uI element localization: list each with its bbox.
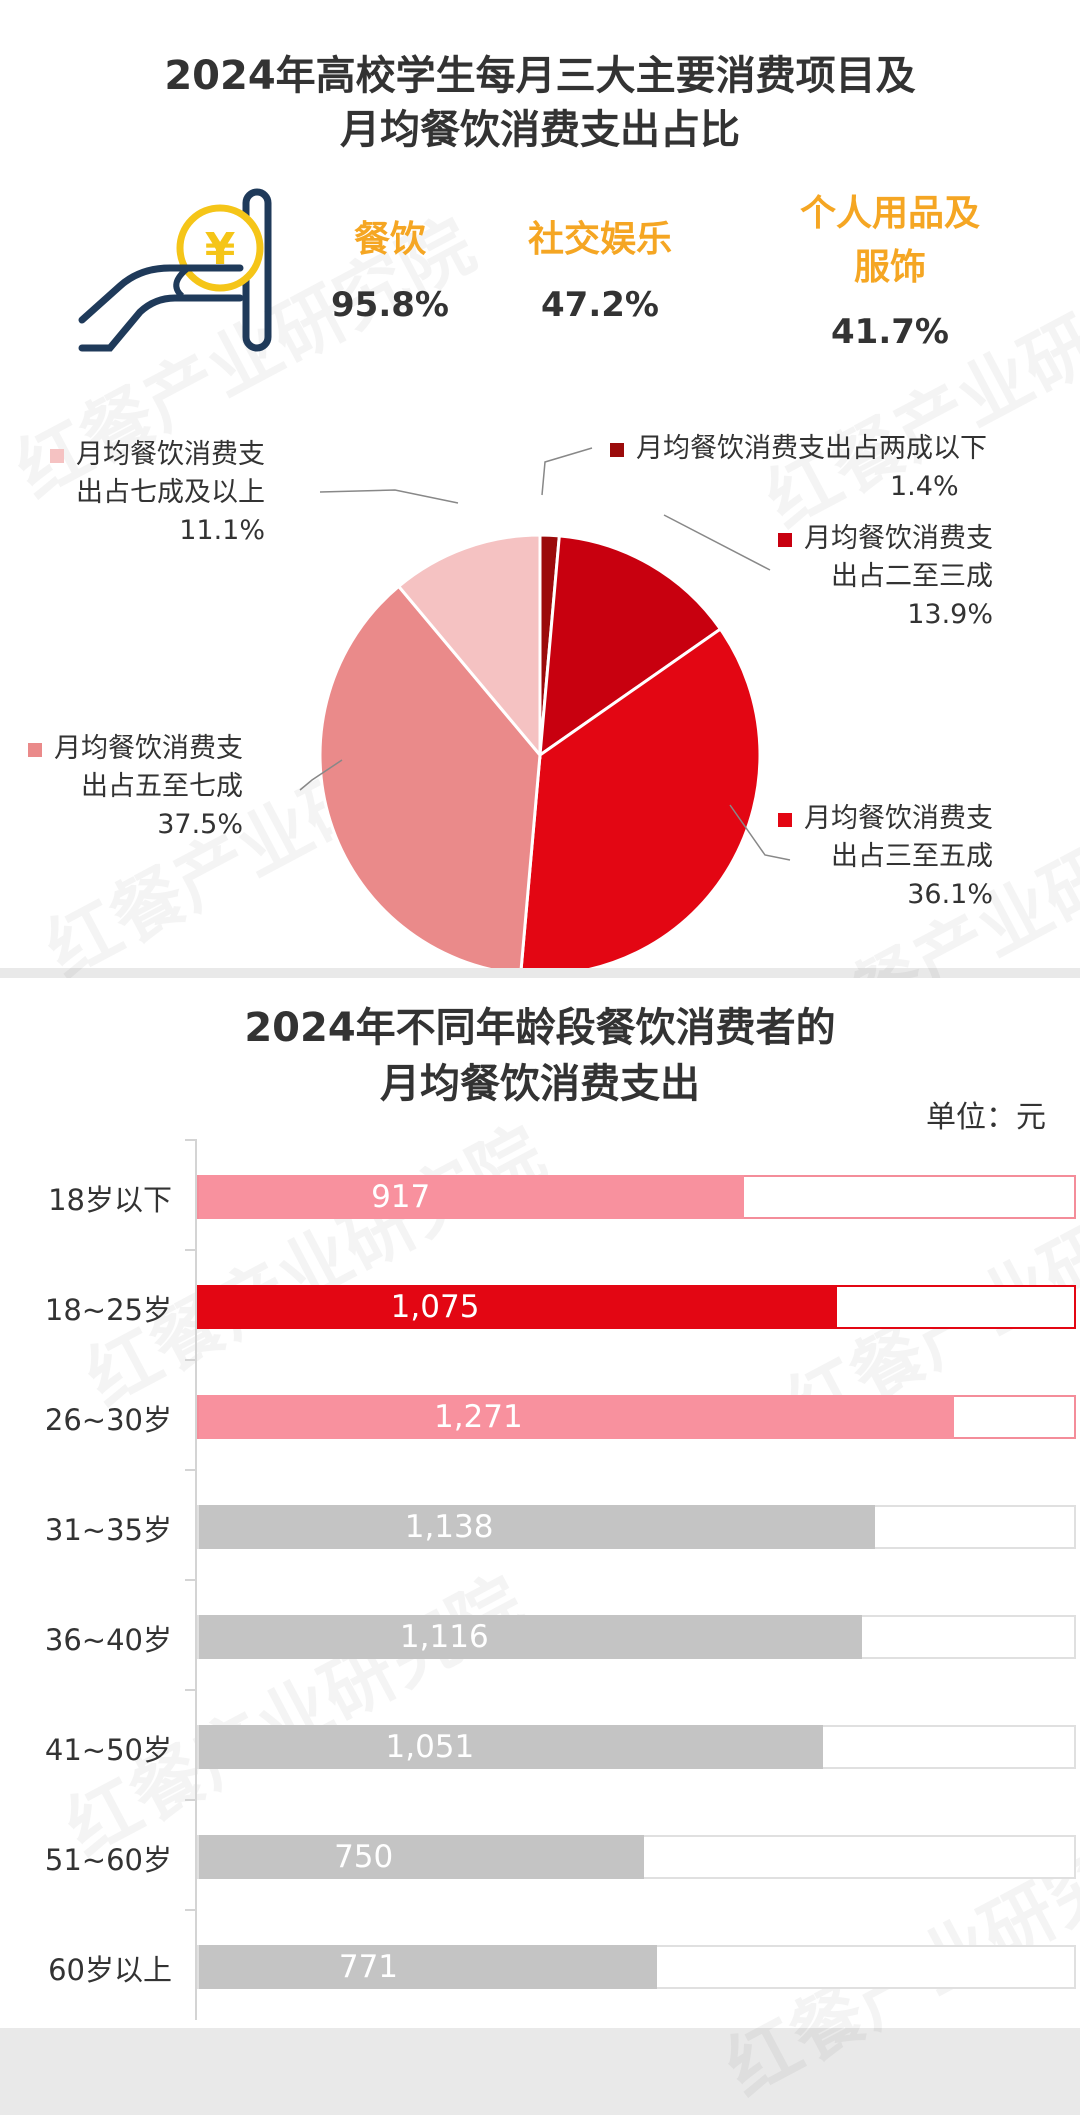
bar-track: 917 <box>197 1175 1076 1219</box>
pie-label-value: 1.4% <box>610 468 987 506</box>
axis-tick <box>185 1139 197 1141</box>
bar-category-label: 18~25岁 <box>0 1287 172 1329</box>
axis-tick <box>185 1579 197 1581</box>
pie-label-text: 月均餐饮消费支 <box>804 523 993 554</box>
bar-track: 1,138 <box>197 1505 1076 1549</box>
pie-label-30-50: 月均餐饮消费支 出占三至五成 36.1% <box>778 800 993 914</box>
bar: 1,075 <box>199 1285 837 1329</box>
bar: 1,051 <box>199 1725 823 1769</box>
bar: 917 <box>199 1175 744 1219</box>
unit-label: 单位：元 <box>926 1092 1046 1136</box>
bar-track: 1,271 <box>197 1395 1076 1439</box>
bar-title-line1: 2024年不同年龄段餐饮消费者的 <box>0 1002 1080 1054</box>
pie-label-20-30: 月均餐饮消费支 出占二至三成 13.9% <box>778 520 993 634</box>
bar-category-label: 36~40岁 <box>0 1617 172 1659</box>
bar: 750 <box>199 1835 644 1879</box>
axis-tick <box>185 1909 197 1911</box>
bar-value-label: 771 <box>199 1945 538 1989</box>
bar: 1,271 <box>199 1395 954 1439</box>
bar-value-label: 1,116 <box>199 1615 690 1659</box>
bar-title-line2: 月均餐饮消费支出 <box>0 1058 1080 1110</box>
pie-label-text: 月均餐饮消费支出占两成以下 <box>636 433 987 464</box>
legend-swatch <box>778 813 792 827</box>
pie-label-value: 13.9% <box>778 596 993 634</box>
bar-value-label: 1,138 <box>199 1505 699 1549</box>
watermark: 红餐产业研究院 <box>45 1546 539 1875</box>
axis-tick <box>185 1359 197 1361</box>
leader-line <box>320 490 458 503</box>
legend-swatch <box>778 533 792 547</box>
pie-label-above-70: 月均餐饮消费支 出占七成及以上 11.1% <box>50 436 265 550</box>
bar-value-label: 750 <box>199 1835 528 1879</box>
bar-category-label: 60岁以上 <box>0 1947 172 1989</box>
pie-label-text: 出占三至五成 <box>778 838 993 876</box>
axis-tick <box>185 1249 197 1251</box>
bar-track: 1,116 <box>197 1615 1076 1659</box>
leader-line <box>542 448 592 495</box>
legend-swatch <box>28 743 42 757</box>
bar-track: 750 <box>197 1835 1076 1879</box>
pie-label-50-70: 月均餐饮消费支 出占五至七成 37.5% <box>28 730 243 844</box>
bar: 771 <box>199 1945 657 1989</box>
bar-category-label: 41~50岁 <box>0 1727 172 1769</box>
bar-category-label: 31~35岁 <box>0 1507 172 1549</box>
pie-label-value: 37.5% <box>28 806 243 844</box>
bar-category-label: 26~30岁 <box>0 1397 172 1439</box>
pie-label-text: 出占七成及以上 <box>50 474 265 512</box>
pie-label-value: 11.1% <box>50 512 265 550</box>
bar-track: 1,075 <box>197 1285 1076 1329</box>
pie-label-text: 月均餐饮消费支 <box>76 439 265 470</box>
bar: 1,138 <box>199 1505 875 1549</box>
pie-label-below-20: 月均餐饮消费支出占两成以下 1.4% <box>610 430 987 506</box>
axis-tick <box>185 1469 197 1471</box>
pie-label-text: 出占二至三成 <box>778 558 993 596</box>
bar-category-label: 18岁以下 <box>0 1177 172 1219</box>
bar-value-label: 1,271 <box>199 1395 758 1439</box>
leader-line <box>664 515 770 570</box>
bar-value-label: 1,051 <box>199 1725 661 1769</box>
bar-track: 1,051 <box>197 1725 1076 1769</box>
bar: 1,116 <box>199 1615 862 1659</box>
bar-value-label: 1,075 <box>199 1285 671 1329</box>
pie-label-text: 月均餐饮消费支 <box>54 733 243 764</box>
pie-label-text: 月均餐饮消费支 <box>804 803 993 834</box>
axis-tick <box>185 1799 197 1801</box>
bar-category-label: 51~60岁 <box>0 1837 172 1879</box>
legend-swatch <box>610 443 624 457</box>
legend-swatch <box>50 449 64 463</box>
bar-track: 771 <box>197 1945 1076 1989</box>
pie-label-value: 36.1% <box>778 876 993 914</box>
pie-label-text: 出占五至七成 <box>28 768 243 806</box>
bar-value-label: 917 <box>199 1175 602 1219</box>
top-panel: 红餐产业研究院 红餐产业研究院 红餐产业研究院 红餐产业研究院 2024年高校学… <box>0 0 1080 968</box>
axis-tick <box>185 1689 197 1691</box>
watermark: 红餐产业研究院 <box>65 1096 559 1425</box>
